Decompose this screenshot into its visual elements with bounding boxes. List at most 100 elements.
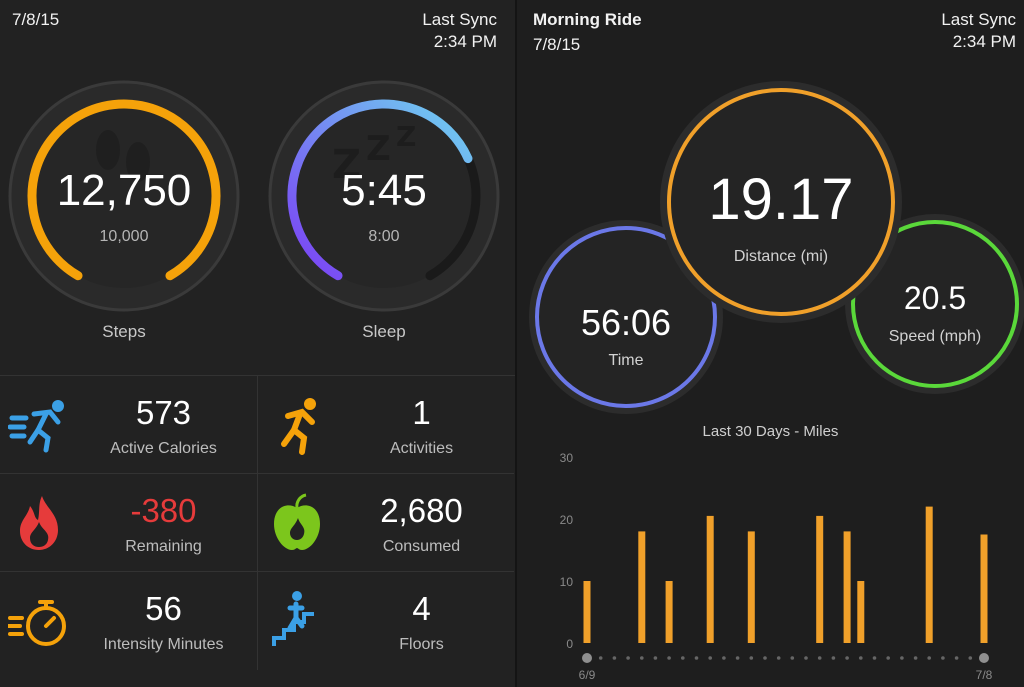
- activity-detail-panel: Morning Ride 7/8/15 Last Sync 2:34 PM 20…: [517, 0, 1024, 687]
- x-day-dot: [640, 656, 644, 660]
- chart-bar[interactable]: [843, 531, 851, 643]
- distance-bubble[interactable]: 19.17 Distance (mi): [667, 88, 895, 316]
- activities-label: Activities: [389, 440, 454, 457]
- steps-goal: 10,000: [99, 228, 149, 245]
- stat-consumed[interactable]: 2,680 Consumed: [257, 474, 514, 572]
- chart-bar[interactable]: [665, 581, 673, 643]
- active-calories-label: Active Calories: [110, 440, 217, 457]
- y-tick-label: 20: [560, 513, 574, 527]
- y-tick-label: 0: [566, 637, 573, 651]
- chart-title: Last 30 Days - Miles: [702, 423, 839, 440]
- time-label: Time: [608, 352, 644, 369]
- x-day-dot: [968, 656, 973, 660]
- stat-active-calories[interactable]: 573 Active Calories: [0, 376, 257, 474]
- x-day-dot: [804, 656, 808, 660]
- steps-value: 12,750: [56, 166, 192, 215]
- chart-bar[interactable]: [706, 515, 714, 643]
- x-day-dot: [582, 653, 592, 663]
- chart-plot: 0 10 20 30 6/9 7/8: [560, 451, 993, 682]
- chart-bar[interactable]: [816, 515, 824, 643]
- activity-last-sync-time: 2:34 PM: [952, 32, 1016, 51]
- x-day-dot: [979, 653, 989, 663]
- flame-icon: [20, 496, 58, 550]
- distance-value: 19.17: [708, 167, 854, 232]
- stat-floors[interactable]: 4 Floors: [257, 572, 514, 670]
- svg-text:Z: Z: [366, 129, 391, 169]
- sleep-label: Sleep: [362, 322, 406, 341]
- stat-intensity-minutes[interactable]: 56 Intensity Minutes: [0, 572, 257, 670]
- x-day-dot: [612, 656, 617, 660]
- active-calories-value: 573: [135, 394, 192, 431]
- x-tick-label: 7/8: [976, 668, 993, 682]
- x-day-dot: [776, 656, 781, 660]
- chart-bar[interactable]: [747, 531, 755, 643]
- sleep-goal: 8:00: [368, 228, 400, 245]
- chart-bar[interactable]: [925, 506, 933, 643]
- floors-value: 4: [412, 590, 431, 627]
- summary-date: 7/8/15: [12, 10, 60, 29]
- x-day-dot: [681, 656, 685, 660]
- y-tick-label: 30: [560, 451, 574, 465]
- x-day-dot: [817, 656, 822, 660]
- runner-icon: [281, 398, 316, 455]
- stats-grid: 573 Active Calories 1 Activities -380 Re…: [0, 375, 515, 687]
- x-day-dot: [722, 656, 726, 660]
- x-day-dot: [667, 656, 671, 660]
- x-day-dot: [941, 656, 945, 660]
- panel-divider: [515, 0, 517, 687]
- x-day-dot: [598, 656, 603, 660]
- activity-title: Morning Ride: [533, 10, 642, 29]
- remaining-value: -380: [130, 492, 197, 529]
- x-day-dot: [954, 656, 959, 660]
- remaining-label: Remaining: [125, 538, 202, 555]
- svg-text:Z: Z: [332, 142, 361, 188]
- x-day-dot: [913, 656, 918, 660]
- chart-bar[interactable]: [857, 581, 865, 643]
- y-tick-label: 10: [560, 575, 574, 589]
- chart-bar[interactable]: [583, 581, 591, 643]
- x-day-dot: [653, 656, 658, 660]
- x-day-dot: [763, 656, 767, 660]
- speed-value: 20.5: [903, 280, 967, 316]
- steps-label: Steps: [102, 322, 146, 341]
- x-day-dot: [626, 656, 630, 660]
- activity-last-sync-label: Last Sync: [941, 10, 1016, 29]
- x-day-dot: [735, 656, 740, 660]
- stat-remaining[interactable]: -380 Remaining: [0, 474, 257, 572]
- svg-text:Z: Z: [396, 120, 416, 153]
- x-day-dot: [708, 656, 712, 660]
- runner-fast-icon: [8, 400, 64, 453]
- consumed-value: 2,680: [380, 492, 463, 529]
- sleep-value: 5:45: [341, 166, 427, 215]
- x-day-dot: [886, 656, 890, 660]
- chart-bar[interactable]: [638, 531, 646, 643]
- zzz-icon: Z Z Z: [332, 120, 416, 188]
- sleep-gauge[interactable]: Z Z Z 5:45 8:00: [266, 78, 502, 314]
- stopwatch-icon: [8, 600, 66, 646]
- time-value: 56:06: [580, 302, 672, 343]
- x-day-dot: [927, 656, 931, 660]
- activity-last-sync: Last Sync 2:34 PM: [941, 9, 1016, 53]
- floors-label: Floors: [399, 636, 444, 653]
- miles-chart[interactable]: Last 30 Days - Miles 0 10 20 30 6/9 7/8: [517, 415, 1024, 687]
- consumed-label: Consumed: [382, 538, 461, 555]
- apple-icon: [274, 493, 320, 550]
- x-day-dot: [900, 656, 904, 660]
- last-sync-label: Last Sync: [422, 10, 497, 29]
- intensity-minutes-label: Intensity Minutes: [103, 636, 224, 653]
- x-day-dot: [694, 656, 699, 660]
- x-day-dot: [872, 656, 877, 660]
- x-tick-label: 6/9: [579, 668, 596, 682]
- x-day-dot: [790, 656, 795, 660]
- speed-label: Speed (mph): [888, 328, 982, 345]
- last-sync-time: 2:34 PM: [433, 32, 497, 51]
- chart-bar[interactable]: [980, 534, 988, 644]
- steps-gauge[interactable]: 12,750 10,000: [6, 78, 242, 314]
- distance-label: Distance (mi): [733, 248, 829, 265]
- intensity-minutes-value: 56: [145, 590, 182, 627]
- x-day-dot: [845, 656, 849, 660]
- stat-activities[interactable]: 1 Activities: [257, 376, 514, 474]
- last-sync: Last Sync 2:34 PM: [422, 9, 497, 53]
- x-day-dot: [859, 656, 863, 660]
- steps-ring: [8, 80, 240, 312]
